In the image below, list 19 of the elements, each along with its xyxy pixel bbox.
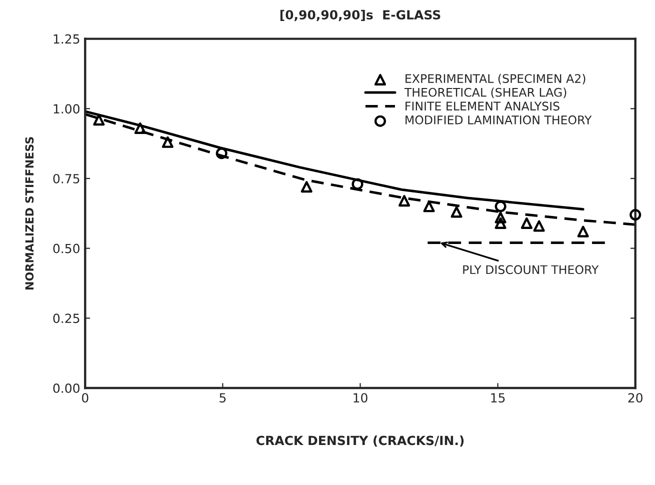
x-tick-label: 5 — [220, 393, 226, 403]
y-tick-label: 1.00 — [54, 104, 80, 114]
annotation: PLY DISCOUNT THEORY — [463, 265, 599, 274]
legend-label: MODIFIED LAMINATION THEORY — [406, 115, 592, 124]
y-tick-label: 0.25 — [53, 314, 80, 324]
x-tick-label: 20 — [628, 393, 642, 403]
y-tick-label: 0.75 — [53, 174, 80, 184]
legend-label: THEORETICAL (SHEAR LAG) — [404, 88, 566, 98]
x-tick-label: 0 — [82, 393, 88, 403]
x-tick-label: 10 — [354, 393, 368, 403]
x-tick-label: 15 — [491, 393, 505, 403]
legend-label: FINITE ELEMENT ANALYSIS — [406, 102, 560, 111]
y-tick-label: 0.00 — [53, 383, 80, 393]
chart-title: [0,90,90,90]s E-GLASS — [280, 10, 440, 22]
x-axis-title: CRACK DENSITY (CRACKS/IN.) — [256, 436, 464, 447]
y-tick-label: 0.50 — [53, 244, 80, 254]
legend-label: EXPERIMENTAL (SPECIMEN A2) — [406, 74, 586, 84]
y-tick-label: 1.25 — [54, 34, 80, 44]
y-axis-title: NORMALIZED STIFFNESS — [25, 137, 34, 290]
